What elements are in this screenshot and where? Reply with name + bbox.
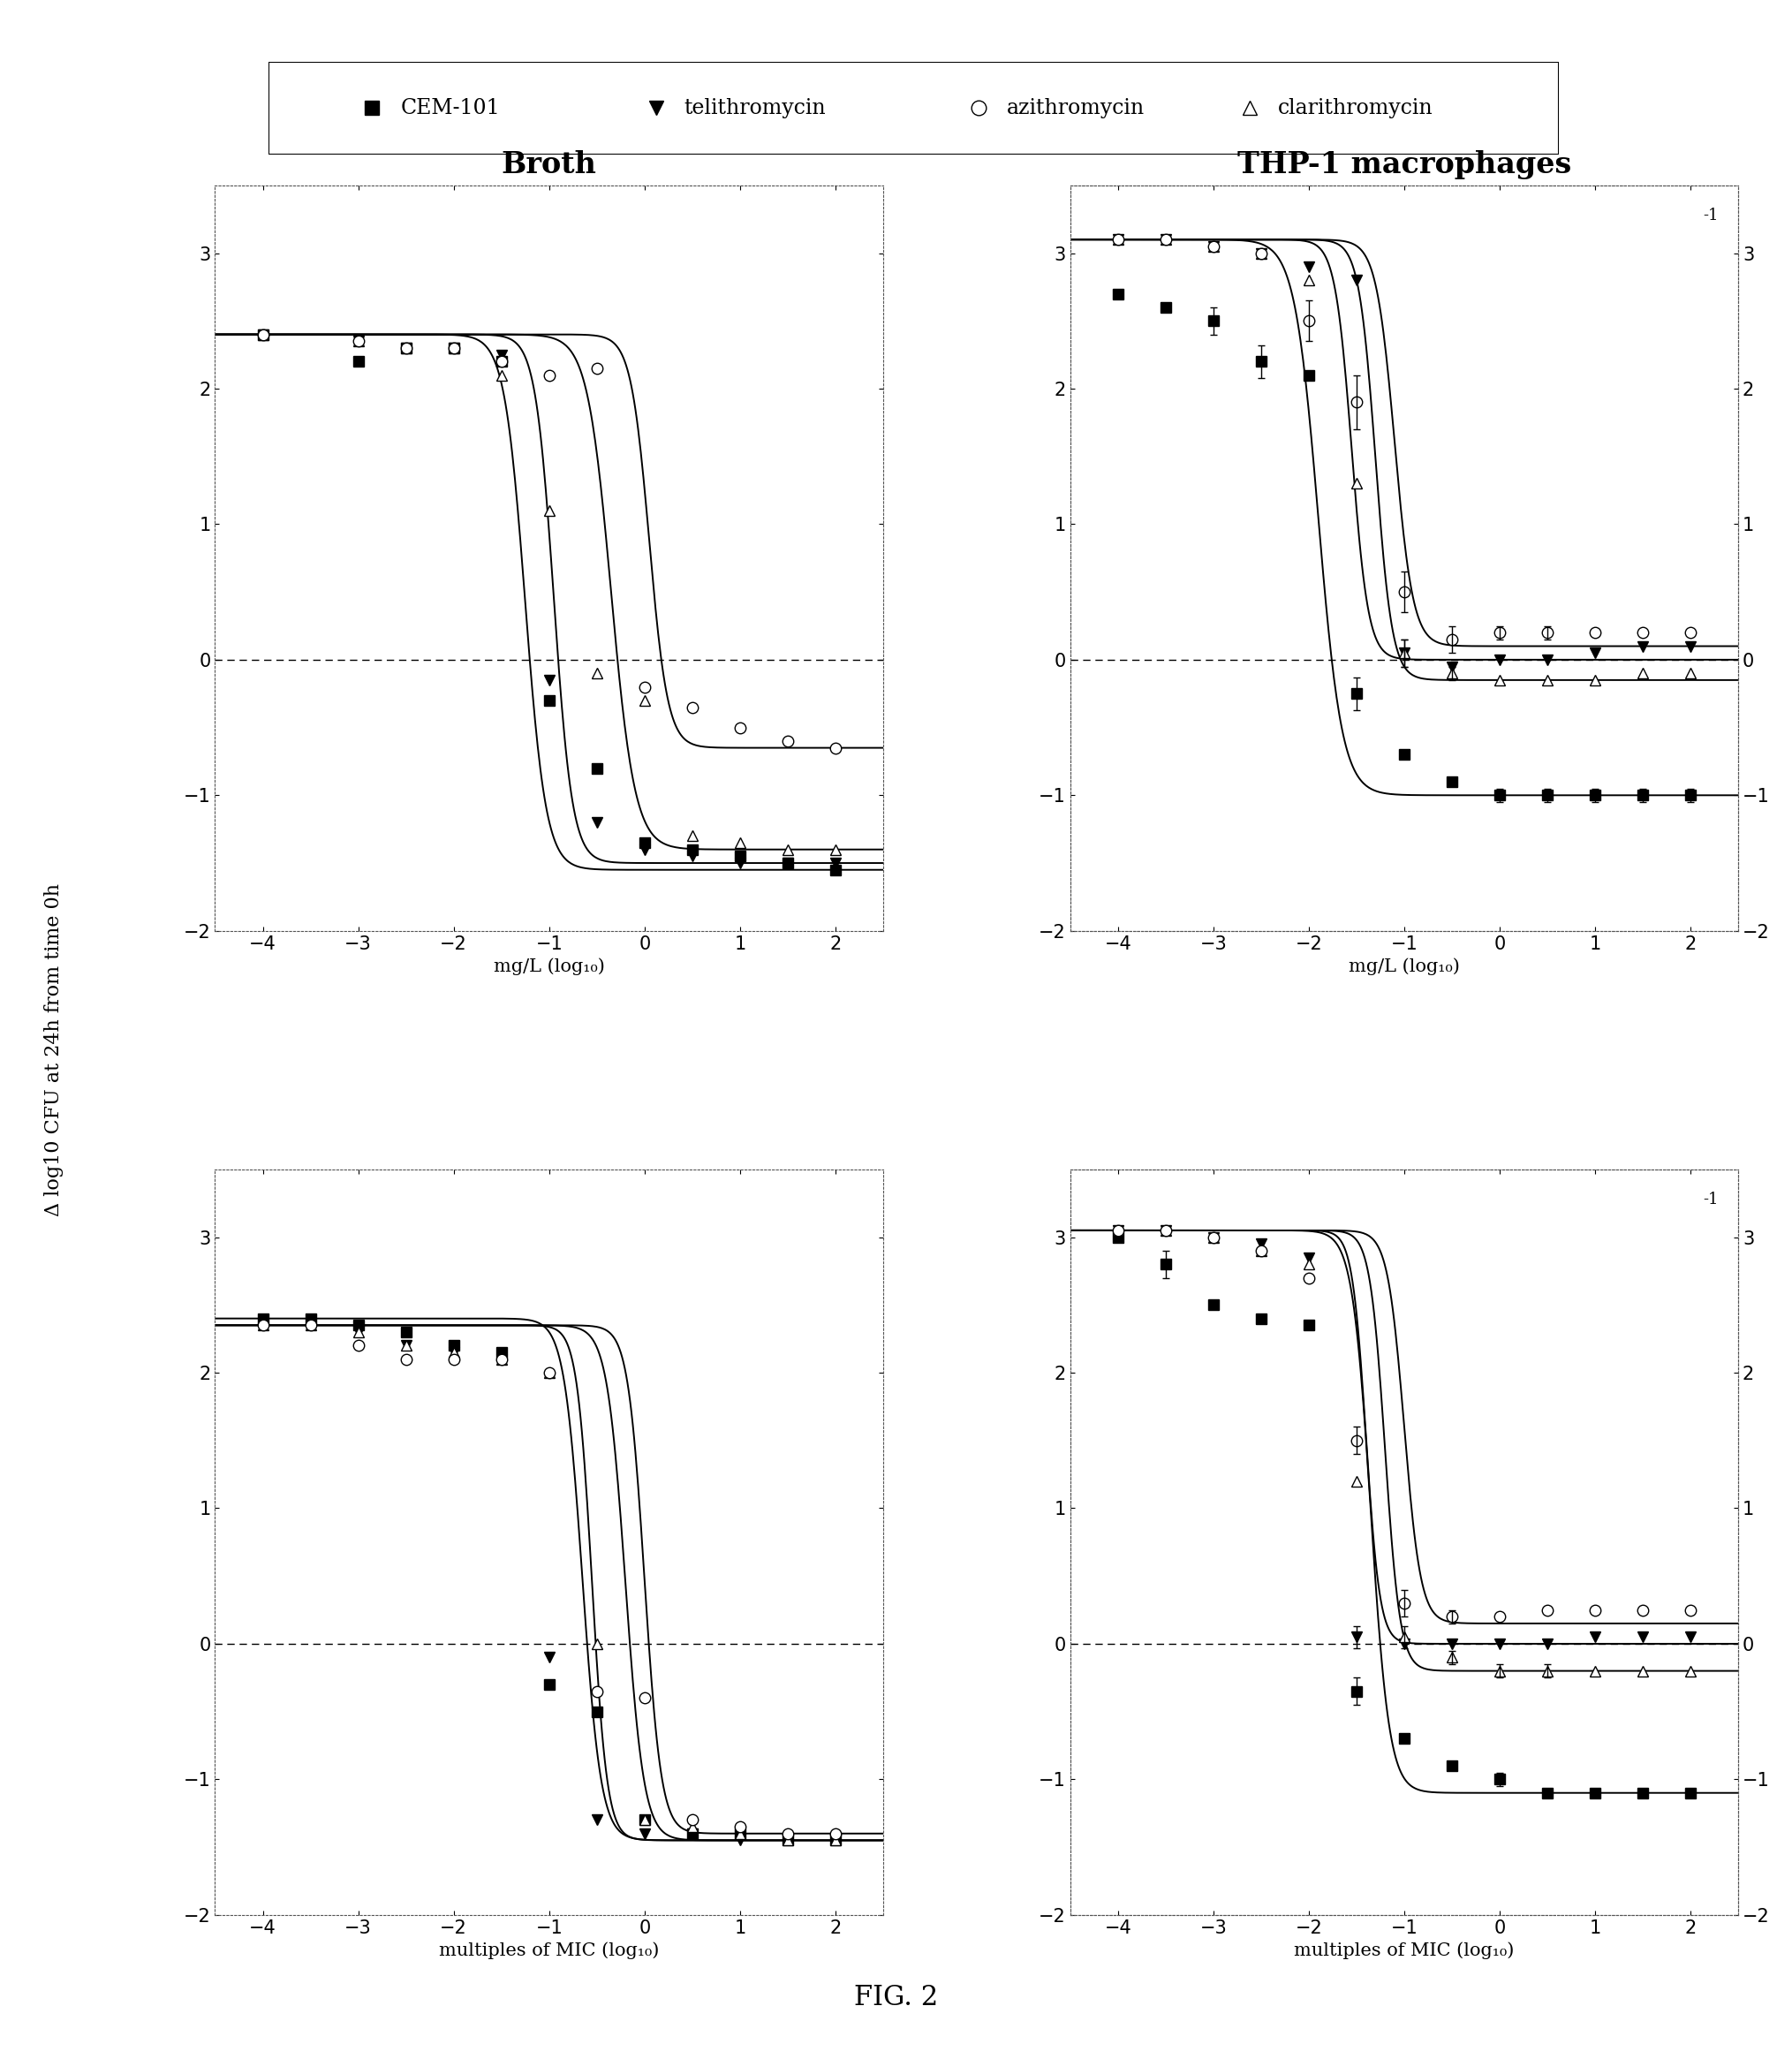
- Title: THP-1 macrophages: THP-1 macrophages: [1236, 150, 1572, 179]
- Text: azithromycin: azithromycin: [1007, 99, 1145, 117]
- X-axis label: mg/L (log₁₀): mg/L (log₁₀): [1349, 957, 1460, 976]
- Text: -1: -1: [1702, 1192, 1719, 1209]
- Text: -1: -1: [1702, 208, 1719, 224]
- Text: FIG. 2: FIG. 2: [855, 1983, 937, 2012]
- Title: Broth: Broth: [502, 150, 597, 179]
- Text: clarithromycin: clarithromycin: [1278, 99, 1434, 117]
- Text: Δ log10 CFU at 24h from time 0h: Δ log10 CFU at 24h from time 0h: [45, 883, 63, 1217]
- X-axis label: multiples of MIC (log₁₀): multiples of MIC (log₁₀): [439, 1942, 659, 1958]
- X-axis label: mg/L (log₁₀): mg/L (log₁₀): [493, 957, 604, 976]
- X-axis label: multiples of MIC (log₁₀): multiples of MIC (log₁₀): [1294, 1942, 1514, 1958]
- Text: CEM-101: CEM-101: [400, 99, 500, 117]
- Text: telithromycin: telithromycin: [685, 99, 826, 117]
